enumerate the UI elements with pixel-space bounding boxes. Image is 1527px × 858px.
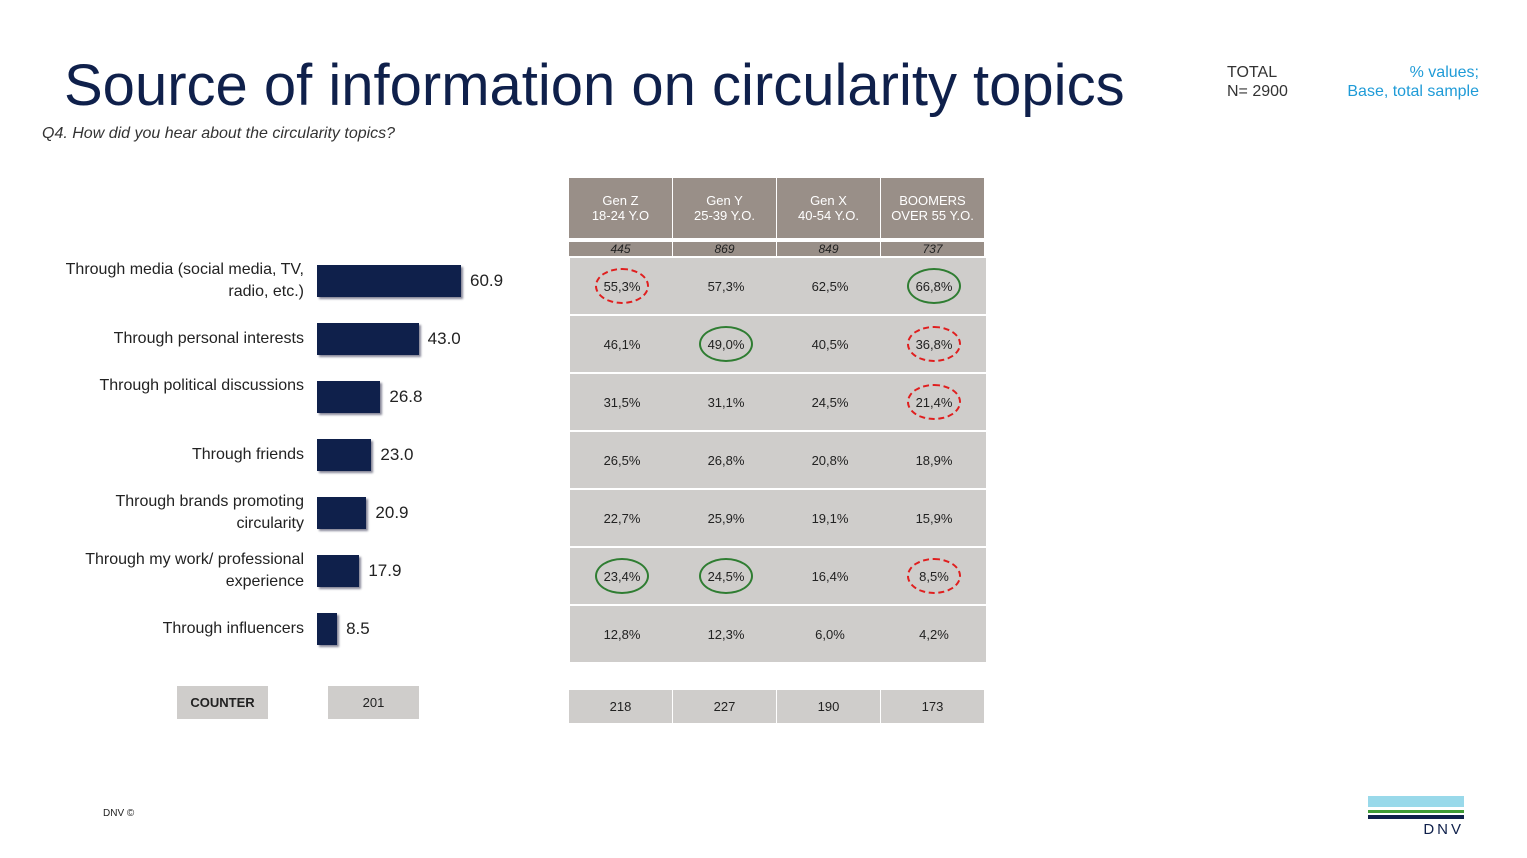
table-cell: 31,1% [674,374,778,430]
high-highlight-circle [699,558,753,594]
low-highlight-circle [907,384,961,420]
total-n: N= 2900 [1227,83,1288,100]
table-cell: 26,8% [674,432,778,488]
bar [317,613,338,645]
table-cell: 15,9% [882,490,986,546]
table-cell: 25,9% [674,490,778,546]
dnv-logo: DNV [1368,796,1464,838]
column-counter: 173 [881,690,984,723]
high-highlight-circle [595,558,649,594]
header-line2: 25-39 Y.O. [694,208,755,223]
table-cell: 21,4% [882,374,986,430]
table-cell: 57,3% [674,258,778,314]
table-cell: 16,4% [778,548,882,604]
table-cell: 55,3% [570,258,674,314]
column-counter: 227 [673,690,776,723]
header-line1: Gen Y [706,193,743,208]
note-line2: Base, total sample [1347,83,1479,100]
total-sample: TOTAL N= 2900 [1227,63,1288,101]
logo-stripe-dark [1368,815,1464,819]
sample-size: 869 [673,242,776,256]
logo-stripe-green [1368,810,1464,813]
table-cell: 36,8% [882,316,986,372]
table-cell: 23,4% [570,548,674,604]
low-highlight-circle [907,558,961,594]
note-line1: % values; [1409,64,1479,81]
header-line2: 18-24 Y.O [591,208,650,223]
copyright: DNV © [103,808,135,819]
low-highlight-circle [907,326,961,362]
category-label: Through media (social media, TV, radio, … [65,261,304,300]
header-line2: 40-54 Y.O. [798,208,859,223]
bar [317,555,360,587]
data-label: 43.0 [427,329,461,348]
data-label: 20.9 [375,503,409,522]
table-cell: 8,5% [882,548,986,604]
page-title: Source of information on circularity top… [64,53,1125,118]
column-header: Gen X 40-54 Y.O. [777,178,880,238]
category-label: Through my work/ professional experience [85,551,304,590]
category-label: Through brands promoting circularity [115,493,304,532]
logo-text: DNV [1423,821,1464,838]
data-label: 8.5 [346,619,370,638]
question-text: Q4. How did you hear about the circulari… [42,125,396,142]
column-header: Gen Y 25-39 Y.O. [673,178,776,238]
data-label: 17.9 [368,561,402,580]
bar [317,497,367,529]
table-cell: 24,5% [778,374,882,430]
header-line1: Gen X [810,193,847,208]
header-line1: BOOMERS [899,193,966,208]
table-cell: 49,0% [674,316,778,372]
category-label: Through personal interests [113,330,304,347]
data-label: 60.9 [470,271,504,290]
bar [317,265,461,297]
table-cell: 4,2% [882,606,986,662]
counter-label: COUNTER [177,686,268,719]
data-label: 26.8 [389,387,423,406]
table-cell: 18,9% [882,432,986,488]
table-cell: 66,8% [882,258,986,314]
table-cell: 6,0% [778,606,882,662]
counter-total: 201 [328,686,419,719]
category-label: Through influencers [162,620,304,637]
table-cell: 26,5% [570,432,674,488]
data-label: 23.0 [380,445,414,464]
header-line2: OVER 55 Y.O. [891,208,974,223]
table-cell: 62,5% [778,258,882,314]
table-cell: 46,1% [570,316,674,372]
category-label: Through friends [191,446,304,463]
sample-size: 737 [881,242,984,256]
table-cell: 22,7% [570,490,674,546]
table-cell: 19,1% [778,490,882,546]
high-highlight-circle [699,326,753,362]
table-cell: 12,3% [674,606,778,662]
bar [317,323,419,355]
low-highlight-circle [595,268,649,304]
column-header: Gen Z 18-24 Y.O [569,178,672,238]
column-header: BOOMERS OVER 55 Y.O. [881,178,984,238]
table-cell: 24,5% [674,548,778,604]
column-counter: 218 [569,690,672,723]
column-counter: 190 [777,690,880,723]
bar [317,381,381,413]
table-cell: 40,5% [778,316,882,372]
header-line1: Gen Z [602,193,639,208]
table-cell: 12,8% [570,606,674,662]
category-label: Through political discussions [99,377,304,394]
sample-size: 849 [777,242,880,256]
values-note: % values; Base, total sample [1347,63,1479,101]
table-cell: 20,8% [778,432,882,488]
bar [317,439,372,471]
high-highlight-circle [907,268,961,304]
sample-size: 445 [569,242,672,256]
total-label: TOTAL [1227,64,1278,81]
table-cell: 31,5% [570,374,674,430]
logo-stripe-light [1368,796,1464,807]
